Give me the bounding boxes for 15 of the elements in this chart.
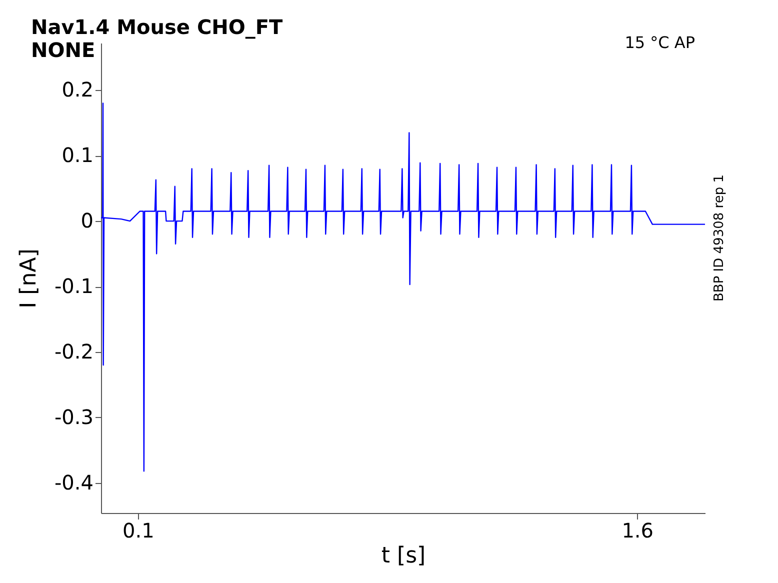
y-tick-label: -0.2 bbox=[54, 339, 94, 364]
annotation: 15 °C AP bbox=[624, 33, 696, 52]
y-tick-label: -0.3 bbox=[54, 404, 94, 429]
line-series bbox=[101, 102, 705, 472]
x-tick-label: 1.6 bbox=[622, 518, 654, 542]
y-axis-title: I [nA] bbox=[16, 248, 42, 308]
y-tick-label: -0.4 bbox=[54, 470, 94, 494]
x-axis-title: t [s] bbox=[381, 544, 426, 568]
y-tick-label: 0.2 bbox=[62, 78, 94, 102]
y-tick-label: -0.1 bbox=[54, 274, 94, 298]
y-tick-label: 0.1 bbox=[62, 143, 94, 168]
text: BBP ID 49308 rep 1 bbox=[712, 174, 727, 302]
chart-title: Nav1.4 Mouse CHO_FT bbox=[30, 15, 284, 39]
chart-subtitle: NONE bbox=[30, 38, 96, 62]
y-tick-label: 0 bbox=[80, 208, 94, 233]
